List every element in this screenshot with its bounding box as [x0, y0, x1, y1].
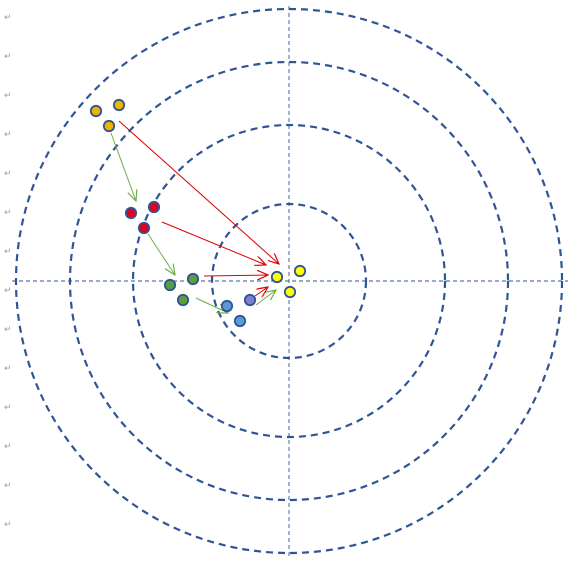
- paragraph-mark: ↵: [4, 52, 12, 62]
- blue-group: [220, 293, 257, 328]
- paragraph-mark: ↵: [4, 130, 12, 140]
- paragraph-mark: ↵: [4, 520, 12, 530]
- paragraph-mark: ↵: [4, 325, 12, 335]
- arrows: [110, 120, 279, 313]
- yellow-point-3: [283, 285, 297, 299]
- orange-point-1: [89, 104, 103, 118]
- green-group: [163, 272, 200, 307]
- paragraph-mark: ↵: [4, 91, 12, 101]
- paragraph-mark: ↵: [4, 442, 12, 452]
- yellow-point-1: [270, 270, 284, 284]
- red-point-3: [137, 221, 151, 235]
- orange-point-3: [102, 119, 116, 133]
- orange-point-2: [112, 98, 126, 112]
- arrow-green-to-yellow: [203, 275, 268, 276]
- arrow-red-to-green: [147, 233, 175, 275]
- paragraph-mark: ↵: [4, 364, 12, 374]
- paragraph-marks: ↵ ↵ ↵ ↵ ↵ ↵ ↵ ↵ ↵ ↵ ↵ ↵ ↵ ↵: [4, 13, 12, 530]
- paragraph-mark: ↵: [4, 286, 12, 296]
- paragraph-mark: ↵: [4, 169, 12, 179]
- blue-point-2: [243, 293, 257, 307]
- green-point-2: [186, 272, 200, 286]
- arrow-blue-to-yellow-red: [254, 287, 268, 296]
- red-point-1: [124, 206, 138, 220]
- axes: [12, 6, 568, 558]
- yellow-point-2: [293, 264, 307, 278]
- points: [89, 98, 307, 328]
- green-point-1: [163, 278, 177, 292]
- paragraph-mark: ↵: [4, 208, 12, 218]
- arrow-orange-to-red: [110, 132, 136, 201]
- orange-group: [89, 98, 126, 133]
- blue-point-1: [220, 299, 234, 313]
- arrow-blue-to-yellow: [255, 290, 276, 306]
- blue-point-3: [233, 314, 247, 328]
- green-point-3: [176, 293, 190, 307]
- arrow-green-to-blue: [195, 297, 228, 313]
- yellow-group: [270, 264, 307, 299]
- arrow-red-to-yellow: [161, 221, 266, 265]
- red-group: [124, 200, 161, 235]
- paragraph-mark: ↵: [4, 247, 12, 257]
- red-point-2: [147, 200, 161, 214]
- paragraph-mark: ↵: [4, 13, 12, 23]
- arrow-orange-to-yellow: [118, 120, 279, 264]
- paragraph-mark: ↵: [4, 481, 12, 491]
- paragraph-mark: ↵: [4, 403, 12, 413]
